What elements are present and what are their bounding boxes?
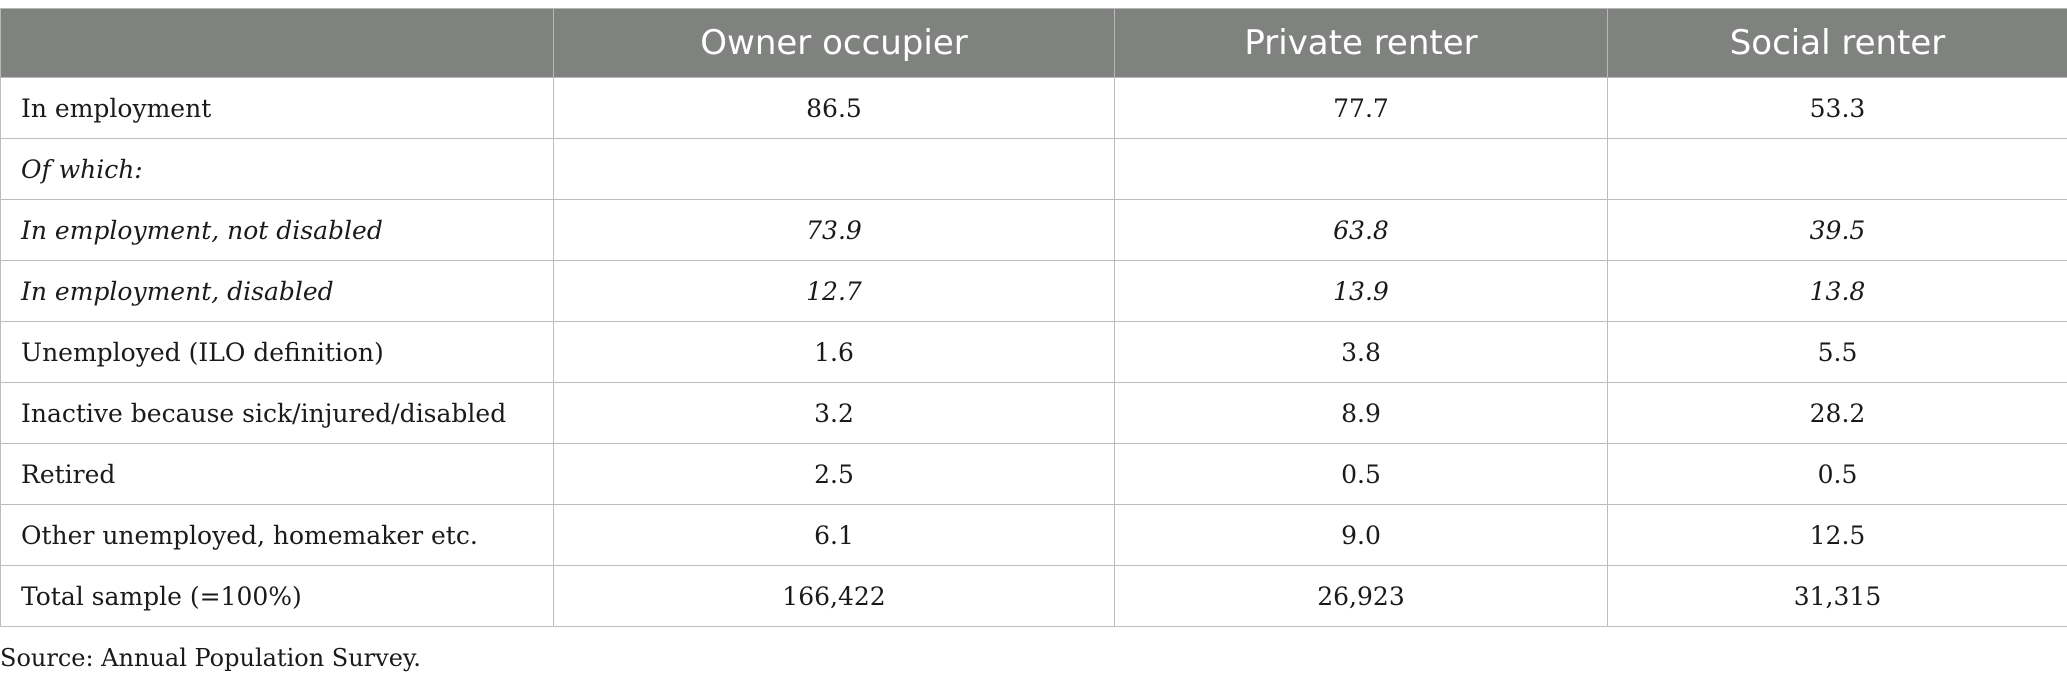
- table-row: Retired 2.5 0.5 0.5: [0, 443, 2067, 505]
- table-row: In employment 86.5 77.7 53.3: [0, 77, 2067, 139]
- header-cell-empty: [0, 8, 554, 78]
- cell-social-renter: 39.5: [1607, 199, 2067, 261]
- cell-private-renter: 77.7: [1114, 77, 1608, 139]
- data-table: Owner occupier Private renter Social ren…: [0, 8, 2067, 627]
- row-label: Unemployed (ILO definition): [0, 321, 554, 383]
- header-owner-occupier: Owner occupier: [553, 8, 1115, 78]
- cell-private-renter: [1114, 138, 1608, 200]
- cell-owner-occupier: 2.5: [553, 443, 1115, 505]
- table-row: In employment, disabled 12.7 13.9 13.8: [0, 260, 2067, 322]
- cell-private-renter: 8.9: [1114, 382, 1608, 444]
- table-row: In employment, not disabled 73.9 63.8 39…: [0, 199, 2067, 261]
- row-label: Total sample (=100%): [0, 565, 554, 627]
- cell-private-renter: 9.0: [1114, 504, 1608, 566]
- table-body: In employment 86.5 77.7 53.3 Of which: I…: [0, 77, 2067, 627]
- cell-social-renter: 28.2: [1607, 382, 2067, 444]
- cell-owner-occupier: 6.1: [553, 504, 1115, 566]
- row-label: In employment, not disabled: [0, 199, 554, 261]
- cell-owner-occupier: 86.5: [553, 77, 1115, 139]
- table-row: Other unemployed, homemaker etc. 6.1 9.0…: [0, 504, 2067, 566]
- header-social-renter: Social renter: [1607, 8, 2067, 78]
- cell-owner-occupier: 12.7: [553, 260, 1115, 322]
- cell-social-renter: 31,315: [1607, 565, 2067, 627]
- source-note: Source: Annual Population Survey.: [0, 644, 421, 672]
- cell-private-renter: 3.8: [1114, 321, 1608, 383]
- row-label: Retired: [0, 443, 554, 505]
- header-private-renter: Private renter: [1114, 8, 1608, 78]
- table-row: Unemployed (ILO definition) 1.6 3.8 5.5: [0, 321, 2067, 383]
- cell-private-renter: 13.9: [1114, 260, 1608, 322]
- table-header: Owner occupier Private renter Social ren…: [0, 8, 2067, 78]
- table-row: Inactive because sick/injured/disabled 3…: [0, 382, 2067, 444]
- row-label: In employment: [0, 77, 554, 139]
- cell-private-renter: 0.5: [1114, 443, 1608, 505]
- table-row: Of which:: [0, 138, 2067, 200]
- cell-social-renter: 53.3: [1607, 77, 2067, 139]
- row-label: Inactive because sick/injured/disabled: [0, 382, 554, 444]
- cell-social-renter: [1607, 138, 2067, 200]
- row-label: Other unemployed, homemaker etc.: [0, 504, 554, 566]
- table-row: Total sample (=100%) 166,422 26,923 31,3…: [0, 565, 2067, 627]
- row-label: Of which:: [0, 138, 554, 200]
- cell-private-renter: 26,923: [1114, 565, 1608, 627]
- row-label: In employment, disabled: [0, 260, 554, 322]
- cell-owner-occupier: 1.6: [553, 321, 1115, 383]
- cell-private-renter: 63.8: [1114, 199, 1608, 261]
- cell-owner-occupier: 73.9: [553, 199, 1115, 261]
- cell-social-renter: 13.8: [1607, 260, 2067, 322]
- cell-owner-occupier: 166,422: [553, 565, 1115, 627]
- cell-social-renter: 12.5: [1607, 504, 2067, 566]
- cell-social-renter: 0.5: [1607, 443, 2067, 505]
- header-row: Owner occupier Private renter Social ren…: [0, 8, 2067, 78]
- cell-social-renter: 5.5: [1607, 321, 2067, 383]
- cell-owner-occupier: [553, 138, 1115, 200]
- data-table-container: Owner occupier Private renter Social ren…: [0, 8, 2067, 627]
- cell-owner-occupier: 3.2: [553, 382, 1115, 444]
